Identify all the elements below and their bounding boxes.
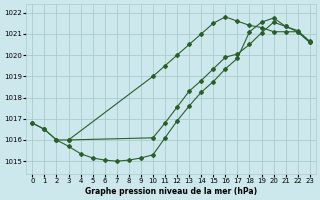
- X-axis label: Graphe pression niveau de la mer (hPa): Graphe pression niveau de la mer (hPa): [85, 187, 257, 196]
